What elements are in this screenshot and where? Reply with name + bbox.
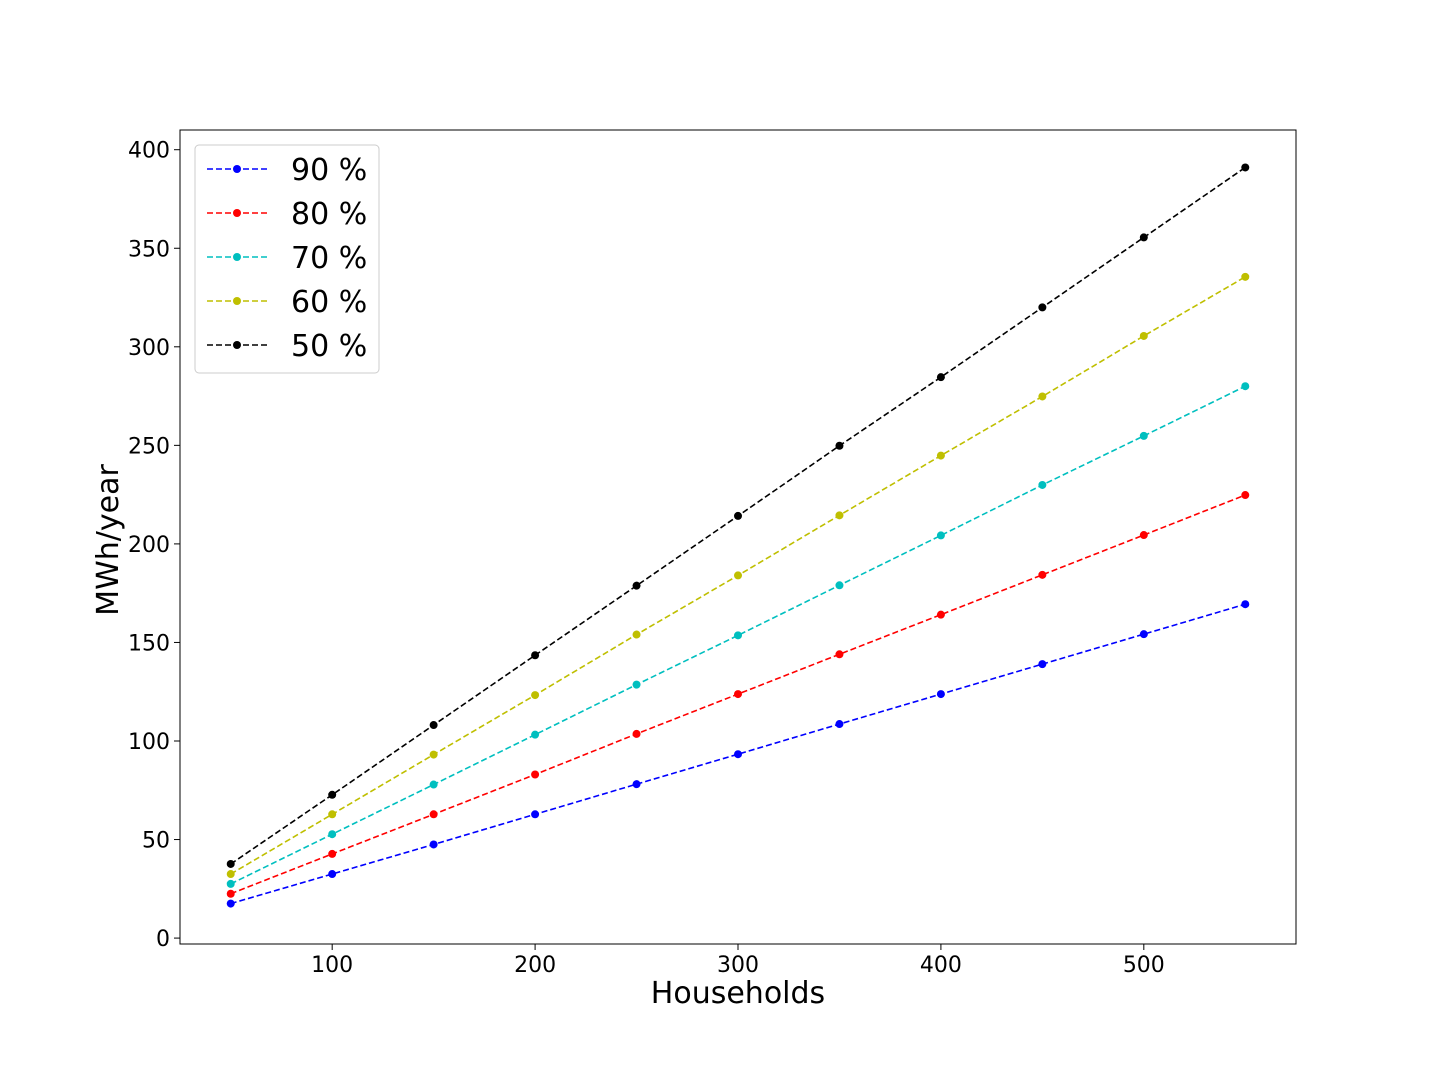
- series-group: [226, 491, 1250, 898]
- y-axis-label: MWh/year: [91, 464, 126, 616]
- data-point: [632, 680, 641, 689]
- y-tick-label: 100: [128, 730, 170, 755]
- data-point: [1139, 630, 1148, 639]
- data-point: [531, 651, 540, 660]
- legend-label: 70 %: [291, 241, 367, 276]
- data-point: [328, 790, 337, 799]
- data-point: [1139, 233, 1148, 242]
- data-point: [835, 720, 844, 729]
- data-point: [734, 511, 742, 520]
- legend-label: 60 %: [291, 285, 367, 320]
- series-group: [226, 163, 1250, 868]
- data-point: [531, 730, 540, 739]
- legend: 90 % 80 % 70 % 60 % 50 %: [194, 144, 380, 374]
- data-point: [632, 729, 641, 738]
- data-point: [936, 451, 945, 460]
- data-point: [835, 441, 844, 450]
- legend-marker: [233, 341, 241, 349]
- x-tick-label: 100: [311, 953, 353, 978]
- y-tick-label: 250: [128, 434, 170, 459]
- data-point: [835, 650, 844, 659]
- series-line: [230, 385, 1246, 885]
- data-point: [429, 810, 438, 819]
- data-point: [734, 631, 742, 640]
- legend-label: 90 %: [291, 153, 367, 188]
- series-group: [226, 382, 1250, 888]
- y-tick-label: 150: [128, 631, 170, 656]
- data-point: [936, 610, 945, 619]
- data-point: [936, 531, 945, 540]
- legend-label: 80 %: [291, 197, 367, 232]
- legend-marker: [233, 209, 241, 217]
- data-point: [1038, 570, 1047, 579]
- y-tick-label: 300: [128, 336, 170, 361]
- data-point: [1241, 272, 1250, 281]
- data-point: [531, 810, 540, 819]
- legend-marker: [233, 165, 241, 173]
- data-point: [226, 870, 235, 879]
- data-point: [632, 581, 641, 590]
- data-point: [1241, 491, 1250, 500]
- data-point: [429, 840, 438, 849]
- series-layer: [226, 163, 1250, 908]
- data-point: [531, 691, 540, 700]
- data-point: [429, 750, 438, 759]
- data-point: [1139, 531, 1148, 540]
- data-point: [1139, 331, 1148, 340]
- data-point: [936, 373, 945, 382]
- data-point: [632, 630, 641, 639]
- data-point: [429, 721, 438, 730]
- data-point: [328, 849, 337, 858]
- y-tick-label: 350: [128, 237, 170, 262]
- data-point: [1038, 660, 1047, 669]
- data-point: [734, 571, 742, 580]
- x-tick-label: 500: [1123, 953, 1165, 978]
- x-axis-label: Households: [651, 976, 825, 1011]
- data-point: [1241, 382, 1250, 391]
- y-tick-label: 0: [156, 927, 170, 952]
- legend-frame: [194, 144, 380, 374]
- data-point: [1241, 163, 1250, 172]
- data-point: [1038, 480, 1047, 489]
- legend-marker: [233, 253, 241, 261]
- y-tick-label: 50: [142, 829, 170, 854]
- x-tick-label: 300: [717, 953, 759, 978]
- y-tick-label: 200: [128, 533, 170, 558]
- legend-label: 50 %: [291, 329, 367, 364]
- data-point: [734, 750, 742, 759]
- y-tick-label: 400: [128, 139, 170, 164]
- data-point: [328, 870, 337, 879]
- x-axis-ticks: 100 200 300 400 500: [311, 944, 1165, 978]
- data-point: [226, 889, 235, 898]
- data-point: [328, 830, 337, 839]
- y-axis-ticks: 0 50 100 150 200 250 300 350 400: [128, 139, 180, 952]
- series-group: [226, 600, 1250, 908]
- data-point: [835, 581, 844, 590]
- data-point: [1241, 600, 1250, 609]
- data-point: [226, 879, 235, 888]
- data-point: [1038, 303, 1047, 312]
- series-group: [226, 272, 1250, 879]
- data-point: [1139, 431, 1148, 440]
- data-point: [835, 511, 844, 520]
- legend-marker: [233, 297, 241, 305]
- data-point: [936, 690, 945, 699]
- data-point: [1038, 392, 1047, 401]
- x-tick-label: 400: [920, 953, 962, 978]
- x-tick-label: 200: [514, 953, 556, 978]
- series-line: [230, 603, 1246, 905]
- data-point: [226, 859, 235, 868]
- data-point: [226, 899, 235, 908]
- data-point: [328, 810, 337, 819]
- data-point: [429, 780, 438, 789]
- data-point: [632, 780, 641, 789]
- data-point: [734, 690, 742, 699]
- data-point: [531, 770, 540, 779]
